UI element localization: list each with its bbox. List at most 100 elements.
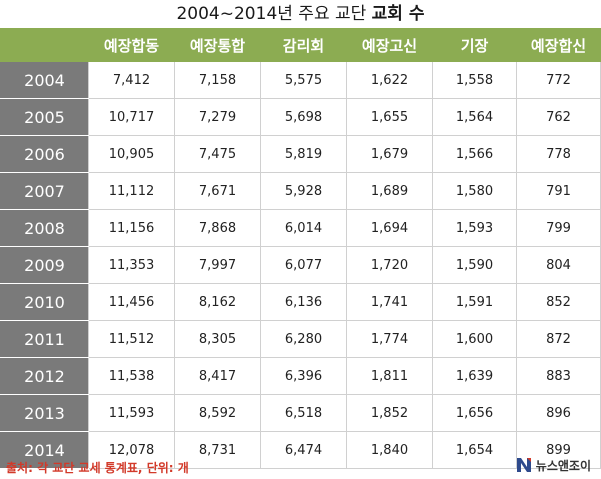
table-cell: 11,538 (88, 357, 175, 395)
row-year-label: 2007 (0, 172, 89, 210)
table-row: 2013 11,593 8,592 6,518 1,852 1,656 896 (0, 394, 601, 432)
table-row: 2008 11,156 7,868 6,014 1,694 1,593 799 (0, 209, 601, 247)
table-cell: 1,774 (346, 320, 433, 358)
table-row: 2005 10,717 7,279 5,698 1,655 1,564 762 (0, 98, 601, 136)
table-cell: 5,928 (260, 172, 347, 210)
column-header: 감리회 (260, 28, 347, 62)
table-cell: 1,655 (346, 98, 433, 136)
table-cell: 896 (516, 394, 601, 432)
table-cell: 1,694 (346, 209, 433, 247)
table-cell: 1,689 (346, 172, 433, 210)
table-cell: 10,905 (88, 135, 175, 173)
table-cell: 1,590 (432, 246, 517, 284)
row-year-label: 2011 (0, 320, 89, 358)
table-cell: 6,280 (260, 320, 347, 358)
table-cell: 1,679 (346, 135, 433, 173)
header-corner (0, 28, 89, 62)
table-cell: 1,622 (346, 61, 433, 99)
table-cell: 1,600 (432, 320, 517, 358)
table-cell: 1,840 (346, 431, 433, 469)
table-cell: 1,566 (432, 135, 517, 173)
table-cell: 799 (516, 209, 601, 247)
table-cell: 872 (516, 320, 601, 358)
table-row: 2012 11,538 8,417 6,396 1,811 1,639 883 (0, 357, 601, 395)
table-cell: 772 (516, 61, 601, 99)
table-cell: 7,997 (174, 246, 261, 284)
table-cell: 1,639 (432, 357, 517, 395)
column-header: 예장고신 (346, 28, 433, 62)
table-row: 2010 11,456 8,162 6,136 1,741 1,591 852 (0, 283, 601, 321)
title-text: 2004~2014년 주요 교단 (176, 4, 372, 24)
table-row: 2014 12,078 8,731 6,474 1,840 1,654 899 (0, 431, 601, 469)
table-cell: 1,741 (346, 283, 433, 321)
column-header: 기장 (432, 28, 517, 62)
table-row: 2006 10,905 7,475 5,819 1,679 1,566 778 (0, 135, 601, 173)
table-cell: 8,305 (174, 320, 261, 358)
logo-text: 뉴스앤조이 (535, 458, 591, 473)
table-cell: 6,077 (260, 246, 347, 284)
table-cell: 5,819 (260, 135, 347, 173)
table-cell: 6,518 (260, 394, 347, 432)
table-cell: 7,279 (174, 98, 261, 136)
table-row: 2004 7,412 7,158 5,575 1,622 1,558 772 (0, 61, 601, 99)
row-year-label: 2012 (0, 357, 89, 395)
table-cell: 852 (516, 283, 601, 321)
table-cell: 7,158 (174, 61, 261, 99)
table-row: 2009 11,353 7,997 6,077 1,720 1,590 804 (0, 246, 601, 284)
source-text: 각 교단 교세 통계표, (37, 461, 143, 475)
table-cell: 1,811 (346, 357, 433, 395)
title-text-bold: 교회 수 (371, 4, 425, 24)
newsnjoy-logo-icon (516, 458, 531, 472)
footer-note: 출처: 각 교단 교세 통계표, 단위: 개 (6, 459, 189, 476)
table-cell: 8,731 (174, 431, 261, 469)
table-cell: 883 (516, 357, 601, 395)
table-cell: 5,698 (260, 98, 347, 136)
newsnjoy-logo: 뉴스앤조이 (516, 455, 591, 475)
row-year-label: 2005 (0, 98, 89, 136)
table-cell: 6,014 (260, 209, 347, 247)
table-cell: 8,417 (174, 357, 261, 395)
table-cell: 1,591 (432, 283, 517, 321)
table-cell: 1,558 (432, 61, 517, 99)
column-header: 예장합신 (516, 28, 601, 62)
table-cell: 7,475 (174, 135, 261, 173)
table-cell: 11,512 (88, 320, 175, 358)
table-cell: 1,852 (346, 394, 433, 432)
table-cell: 11,112 (88, 172, 175, 210)
table-cell: 11,353 (88, 246, 175, 284)
row-year-label: 2009 (0, 246, 89, 284)
source-label: 출처: (6, 461, 33, 475)
row-year-label: 2004 (0, 61, 89, 99)
table-cell: 1,656 (432, 394, 517, 432)
unit-label: 단위: (146, 461, 174, 475)
table-body: 2004 7,412 7,158 5,575 1,622 1,558 772 2005 10,7… (0, 61, 601, 469)
table-cell: 11,456 (88, 283, 175, 321)
table-cell: 6,474 (260, 431, 347, 469)
row-year-label: 2008 (0, 209, 89, 247)
chart-title: 2004~2014년 주요 교단 교회 수 (0, 0, 601, 28)
table-cell: 1,720 (346, 246, 433, 284)
row-year-label: 2014 (0, 431, 89, 469)
table-row: 2011 11,512 8,305 6,280 1,774 1,600 872 (0, 320, 601, 358)
table-row: 2007 11,112 7,671 5,928 1,689 1,580 791 (0, 172, 601, 210)
table-cell: 11,593 (88, 394, 175, 432)
table-cell: 7,412 (88, 61, 175, 99)
row-year-label: 2013 (0, 394, 89, 432)
table-cell: 791 (516, 172, 601, 210)
row-year-label: 2010 (0, 283, 89, 321)
header-row: 예장합동 예장통합 감리회 예장고신 기장 예장합신 (0, 28, 601, 62)
table-cell: 7,671 (174, 172, 261, 210)
table-cell: 8,592 (174, 394, 261, 432)
column-header: 예장통합 (174, 28, 261, 62)
table-cell: 762 (516, 98, 601, 136)
table-cell: 1,654 (432, 431, 517, 469)
table-cell: 778 (516, 135, 601, 173)
table-cell: 6,136 (260, 283, 347, 321)
table-cell: 6,396 (260, 357, 347, 395)
table-cell: 11,156 (88, 209, 175, 247)
table-cell: 10,717 (88, 98, 175, 136)
table-cell: 8,162 (174, 283, 261, 321)
table-cell: 1,580 (432, 172, 517, 210)
unit-text: 개 (177, 461, 189, 475)
table-cell: 1,593 (432, 209, 517, 247)
